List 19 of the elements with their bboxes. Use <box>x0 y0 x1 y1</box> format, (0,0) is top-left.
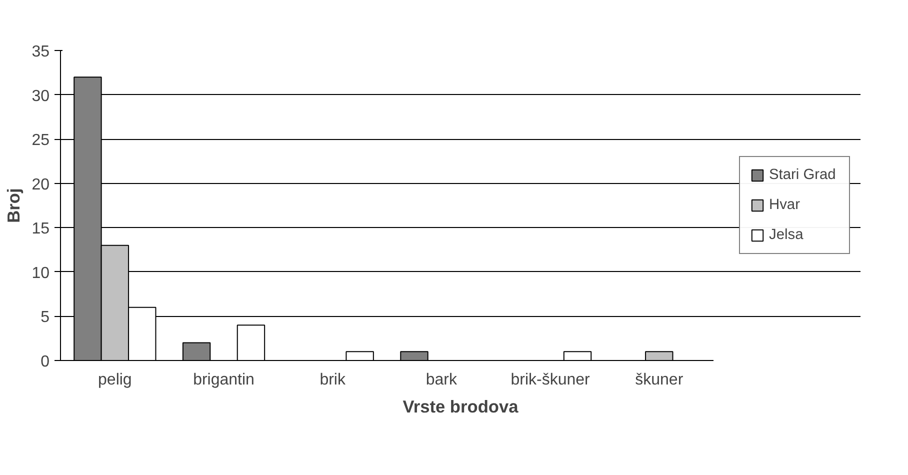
x-tick-label: bark <box>426 372 458 388</box>
x-tick-label: škuner <box>635 372 684 388</box>
x-tick-label: brik-škuner <box>510 372 591 388</box>
x-tick-label: pelig <box>98 372 132 388</box>
y-tick-label: 5 <box>40 309 50 326</box>
x-tick-label: brik <box>320 372 346 388</box>
y-tick-label: 25 <box>32 132 50 150</box>
legend-label: Hvar <box>769 197 801 213</box>
y-tick-label: 35 <box>32 44 50 60</box>
y-tick-label: 30 <box>32 88 50 105</box>
y-tick-label: 0 <box>40 354 50 370</box>
y-tick-label: 10 <box>32 264 50 282</box>
y-tick-label: 20 <box>32 176 50 194</box>
x-axis-title: Vrste brodova <box>402 396 519 416</box>
legend-label: Stari Grad <box>769 167 837 183</box>
legend-label: Jelsa <box>769 227 804 243</box>
y-tick-label: 15 <box>32 220 50 238</box>
y-axis-title: Broj <box>4 188 24 223</box>
x-tick-label: brigantin <box>193 372 254 388</box>
